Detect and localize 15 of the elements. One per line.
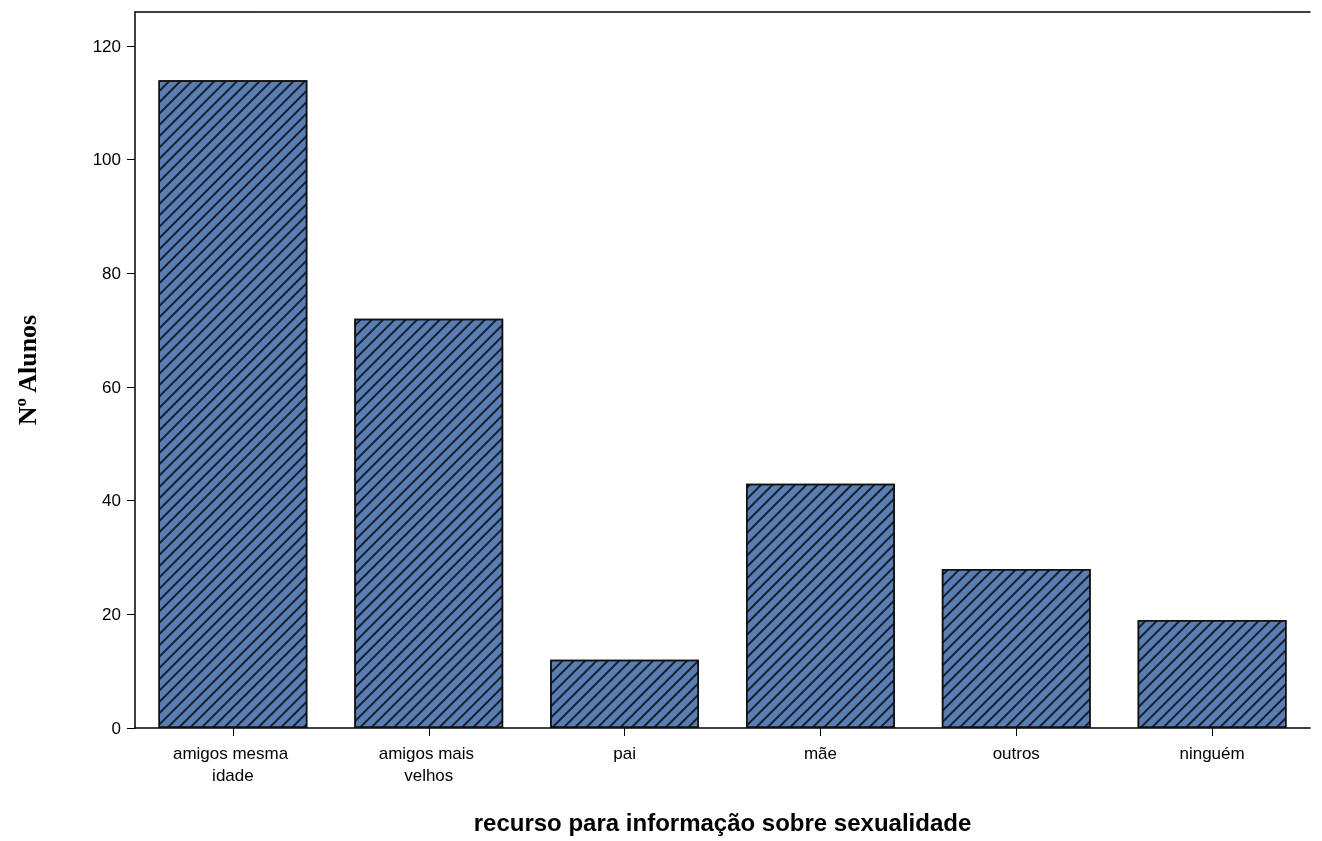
y-tick-label: 100 [92, 150, 121, 170]
y-tick-label: 60 [102, 377, 121, 397]
y-tick-label: 40 [102, 491, 121, 511]
y-tick-label: 0 [111, 718, 121, 738]
y-axis-title: Nº Alunos [12, 314, 42, 426]
x-tick-label: mãe [803, 743, 837, 763]
y-tick-label: 80 [102, 263, 121, 283]
x-tick-label: pai [613, 743, 636, 763]
y-tick-label: 20 [102, 604, 121, 624]
x-axis-title: recurso para informação sobre sexualidade [473, 808, 972, 836]
x-tick-label: amigos mais velhos [378, 743, 479, 785]
x-tick-label: ninguém [1179, 743, 1245, 763]
y-tick-label: 120 [92, 36, 121, 56]
x-tick-label: outros [992, 743, 1040, 763]
x-tick-label: amigos mesma idade [172, 743, 293, 785]
